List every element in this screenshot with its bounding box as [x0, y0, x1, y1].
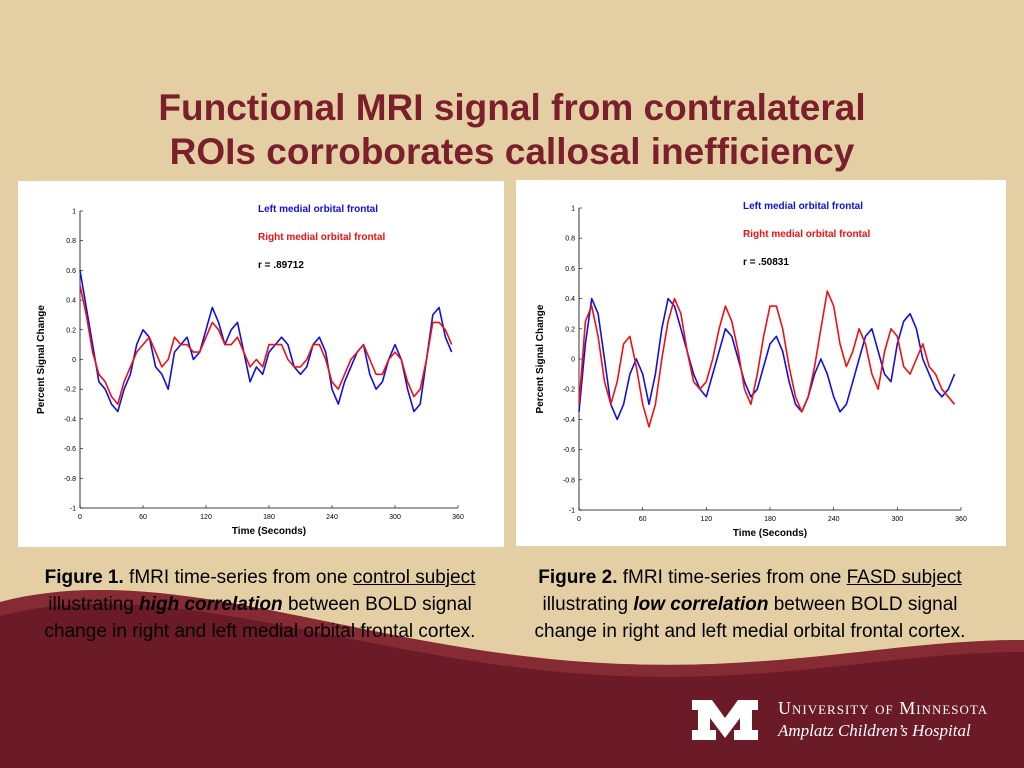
- axes: [79, 210, 459, 509]
- x-tick-label: 360: [452, 514, 464, 521]
- x-tick-label: 60: [139, 514, 147, 521]
- wave-band-highlight: [0, 589, 1024, 677]
- y-tick-label: -0.4: [563, 417, 575, 424]
- x-tick-label: 240: [326, 514, 338, 521]
- caption-emphasis: high correlation: [139, 594, 283, 615]
- x-tick-label: 180: [764, 516, 776, 523]
- x-tick-label: 120: [200, 514, 212, 521]
- chart-panel-control: 0 60 120 180 240 300 360 1 0.8 0.6 0.4 0.2 0 -0.2 -0.4…: [18, 181, 504, 547]
- logo-hospital-name: Amplatz Children’s Hospital: [778, 721, 971, 740]
- chart-fasd-svg: 0 60 120 180 240 300 360 1 0.8 0.6 0.4 0.2 0 -0.2 -0.4…: [535, 201, 967, 539]
- x-tick-label: 120: [700, 516, 712, 523]
- x-axis-label: Time (Seconds): [232, 526, 306, 537]
- logo-university-name: University of Minnesota: [778, 698, 989, 718]
- y-axis-label: Percent Signal Change: [36, 305, 47, 414]
- university-logo: University of Minnesota Amplatz Children…: [690, 694, 1000, 744]
- labels: 0 60 120 180 240 300 360 1 0.8 0.6 0.4 0.2 0 -0.2 -0.4…: [36, 204, 464, 537]
- y-tick-label: -0.4: [64, 416, 76, 423]
- caption-figure-label: Figure 1.: [44, 567, 124, 588]
- y-tick-label: 0.4: [565, 296, 575, 303]
- y-tick-label: 0: [571, 357, 575, 364]
- series-layer: [79, 270, 453, 413]
- y-tick-label: -0.8: [64, 476, 76, 483]
- x-tick-label: 240: [828, 516, 840, 523]
- y-tick-label: -0.6: [64, 446, 76, 453]
- correlation-annotation: r = .50831: [743, 257, 789, 268]
- caption-text: illustrating: [48, 594, 140, 615]
- chart-panel-fasd: 0 60 120 180 240 300 360 1 0.8 0.6 0.4 0.2 0 -0.2 -0.4…: [516, 180, 1006, 546]
- slide-title-line-2: ROIs corroborates callosal inefficiency: [169, 131, 855, 172]
- x-tick-label: 60: [639, 516, 647, 523]
- y-axis-label: Percent Signal Change: [535, 304, 546, 413]
- y-tick-label: -0.2: [563, 387, 575, 394]
- wave-band-dark: [0, 589, 1024, 768]
- caption-figure-label: Figure 2.: [538, 567, 618, 588]
- slide-title: Functional MRI signal from contralateral…: [0, 86, 1024, 174]
- y-tick-label: 0.6: [565, 266, 575, 273]
- x-axis-label: Time (Seconds): [733, 528, 807, 539]
- caption-text: fMRI time-series from one: [123, 567, 353, 588]
- y-tick-label: 0.2: [565, 326, 575, 333]
- caption-underlined-text: FASD subject: [846, 567, 962, 588]
- legend-entry-right: Right medial orbital frontal: [743, 229, 870, 240]
- y-tick-label: -0.2: [64, 387, 76, 394]
- y-tick-label: 1: [571, 206, 575, 213]
- caption-emphasis: low correlation: [633, 594, 769, 615]
- y-tick-label: -1: [70, 506, 76, 513]
- caption-text: between BOLD signal change in right and …: [534, 594, 966, 642]
- series-line-right: [578, 290, 956, 428]
- series-line-left: [578, 297, 956, 421]
- correlation-annotation: r = .89712: [258, 260, 304, 271]
- legend-entry-right: Right medial orbital frontal: [258, 232, 385, 243]
- x-tick-label: 360: [955, 516, 967, 523]
- caption-text: illustrating: [542, 594, 634, 615]
- x-tick-label: 0: [577, 516, 581, 523]
- legend-entry-left: Left medial orbital frontal: [743, 201, 863, 212]
- y-tick-label: 0: [72, 357, 76, 364]
- axes: [578, 207, 962, 511]
- x-tick-label: 300: [389, 514, 401, 521]
- figure-1-caption: Figure 1. fMRI time-series from one cont…: [25, 564, 495, 645]
- y-tick-label: -0.8: [563, 477, 575, 484]
- caption-text: between BOLD signal change in right and …: [44, 594, 476, 642]
- y-tick-label: 0.8: [66, 238, 76, 245]
- x-tick-label: 300: [891, 516, 903, 523]
- y-tick-label: 0.4: [66, 298, 76, 305]
- series-layer: [578, 290, 956, 428]
- slide-title-line-1: Functional MRI signal from contralateral: [158, 87, 866, 128]
- university-m-logo-icon: [692, 700, 758, 740]
- legend-entry-left: Left medial orbital frontal: [258, 204, 378, 215]
- y-tick-label: 0.8: [565, 236, 575, 243]
- y-tick-label: -0.6: [563, 447, 575, 454]
- figure-2-caption: Figure 2. fMRI time-series from one FASD…: [515, 564, 985, 645]
- y-tick-label: -1: [569, 508, 575, 515]
- caption-underlined-text: control subject: [352, 567, 476, 588]
- labels: 0 60 120 180 240 300 360 1 0.8 0.6 0.4 0.2 0 -0.2 -0.4…: [535, 201, 967, 539]
- series-line-right: [79, 285, 453, 405]
- y-tick-label: 0.2: [66, 327, 76, 334]
- caption-text: fMRI time-series from one: [617, 567, 847, 588]
- y-tick-label: 1: [72, 209, 76, 216]
- x-tick-label: 0: [78, 514, 82, 521]
- chart-control-svg: 0 60 120 180 240 300 360 1 0.8 0.6 0.4 0.2 0 -0.2 -0.4…: [36, 204, 464, 537]
- y-tick-label: 0.6: [66, 268, 76, 275]
- series-line-left: [79, 270, 453, 413]
- x-tick-label: 180: [263, 514, 275, 521]
